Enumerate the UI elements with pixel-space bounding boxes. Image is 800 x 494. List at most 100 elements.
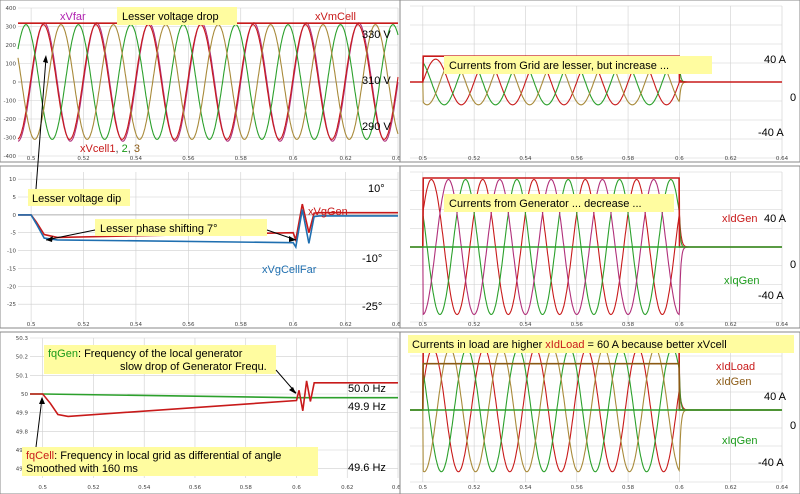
y-tick-label: -400	[4, 154, 17, 160]
panel-frequency: 0.5 0.52 0.54 0.56 0.58 0.6 0.62 0.64 50.3 50.2 5…	[0, 331, 405, 494]
arrow-fqcell	[35, 397, 43, 448]
right-label: 0	[790, 92, 796, 104]
arrow-dip	[35, 57, 47, 190]
x-tick-label: 0.62	[341, 485, 353, 491]
y-tick-label: 50	[21, 392, 28, 398]
right-label: -40 A	[758, 127, 784, 139]
series-label-xvgcellfar: xVgCellFar	[262, 264, 317, 276]
x-tick-label: 0.62	[339, 322, 351, 328]
x-tick-label: 0.58	[622, 485, 635, 491]
right-label: 0	[790, 259, 796, 271]
y-tick-labels: 10 5 0 -5 -10 -15 -20 -25	[7, 177, 16, 308]
x-tick-label: 0.5	[38, 485, 47, 491]
x-tick-label: 0.62	[339, 156, 351, 162]
x-tick-label: 0.64	[392, 322, 405, 328]
fqgen-text: : Frequency of the local generator	[78, 348, 243, 360]
xvcell3-label: 3	[134, 143, 140, 155]
y-tick-label: -300	[4, 136, 17, 142]
y-tick-label: 50.2	[16, 355, 28, 361]
x-tick-label: 0.56	[182, 322, 195, 328]
x-tick-label: 0.6	[292, 485, 301, 491]
x-tick-labels: 0.5 0.52 0.54 0.56 0.58 0.6 0.62 0.64	[418, 156, 788, 162]
y-tick-label: 0	[13, 80, 17, 86]
right-label: 50.0 Hz	[348, 383, 386, 395]
arrowhead-icon	[39, 397, 45, 404]
y-tick-label: -5	[11, 231, 17, 237]
y-tick-label: 50.3	[16, 336, 29, 342]
y-tick-label: -20	[7, 284, 16, 290]
plot-area	[30, 380, 398, 418]
x-tick-label: 0.5	[418, 485, 427, 491]
panel-title: Lesser voltage drop	[122, 11, 219, 23]
y-tick-label: -100	[4, 99, 17, 105]
panel-angles: 0.5 0.52 0.54 0.56 0.58 0.6 0.62 0.64 1050-5-10…	[0, 55, 405, 329]
x-tick-label: 0.52	[468, 485, 480, 491]
series-label-xidgen: xIdGen	[716, 376, 751, 388]
series-3	[17, 24, 399, 140]
x-tick-label: 0.5	[418, 156, 427, 162]
panel-title: Currents from Generator ... decrease ...	[449, 198, 642, 210]
right-label: 40 A	[764, 213, 787, 225]
x-tick-label: 0.56	[182, 156, 195, 162]
title-part-b: xIdLoad	[545, 339, 584, 351]
x-tick-labels: 0.5 0.52 0.54 0.56 0.58 0.6 0.62 0.64	[27, 156, 405, 162]
x-tick-label: 0.58	[235, 156, 248, 162]
x-tick-label: 0.54	[138, 485, 151, 491]
y-tick-label: 50.1	[16, 373, 28, 379]
x-tick-label: 0.64	[776, 322, 789, 328]
x-tick-label: 0.6	[289, 322, 298, 328]
x-tick-label: 0.64	[392, 156, 405, 162]
right-label: 49.9 Hz	[348, 401, 386, 413]
fqgen-name: fqGen	[48, 348, 78, 360]
fqcell-name: fqCell	[26, 450, 54, 462]
x-tick-label: 0.58	[235, 322, 248, 328]
plot-area	[18, 203, 398, 250]
right-label: -40 A	[758, 290, 784, 302]
annotation-box	[95, 219, 267, 236]
x-tick-label: 0.54	[130, 322, 143, 328]
right-label: 10°	[368, 183, 385, 195]
x-tick-label: 0.62	[725, 485, 737, 491]
x-tick-label: 0.52	[87, 485, 99, 491]
x-tick-labels: 0.5 0.52 0.54 0.56 0.58 0.6 0.62 0.64	[418, 485, 788, 491]
y-tick-label: 49.8	[16, 429, 29, 435]
y-tick-label: 0	[13, 213, 17, 219]
plot-area	[410, 347, 782, 473]
series-xvgcellfar	[18, 209, 398, 250]
right-label: 290 V	[362, 121, 391, 133]
x-tick-label: 0.6	[675, 156, 684, 162]
series-label-xiqgen: xIqGen	[722, 435, 757, 447]
y-tick-label: 5	[13, 195, 17, 201]
fqcell-text: : Frequency in local grid as differentia…	[54, 450, 281, 462]
annotation-phase: Lesser phase shifting 7°	[100, 223, 218, 235]
annotation-box	[444, 194, 674, 212]
panel-load-currents: 0.5 0.52 0.54 0.56 0.58 0.6 0.62 0.64 Currents …	[399, 331, 800, 494]
x-tick-label: 0.52	[468, 322, 480, 328]
annotation-box	[44, 345, 276, 374]
panel-frame	[0, 165, 401, 329]
series-label-xvcell: xVcell1, 2, 3	[80, 143, 140, 155]
x-tick-label: 0.56	[571, 485, 584, 491]
x-tick-label: 0.6	[675, 322, 684, 328]
x-tick-labels: 0.5 0.52 0.54 0.56 0.58 0.6 0.62 0.64	[38, 485, 404, 491]
plot-area	[17, 22, 399, 142]
x-tick-label: 0.54	[519, 485, 532, 491]
series-2	[17, 24, 399, 140]
arrowhead-icon	[43, 55, 48, 63]
annotation-fqgen: fqGen: Frequency of the local generator	[48, 348, 243, 360]
arrowhead-icon	[289, 387, 296, 394]
x-tick-labels: 0.5 0.52 0.54 0.56 0.58 0.6 0.62 0.64	[418, 322, 788, 328]
x-tick-label: 0.5	[27, 322, 36, 328]
series-label-xiqgen: xIqGen	[724, 275, 759, 287]
x-tick-label: 0.58	[240, 485, 253, 491]
right-label: 330 V	[362, 29, 391, 41]
series-xvfar	[17, 22, 399, 142]
annotation-fqcell: fqCell: Frequency in local grid as diffe…	[26, 450, 281, 462]
x-tick-label: 0.6	[675, 485, 684, 491]
annotation-box	[22, 447, 318, 476]
annotation-fqgen-2: slow drop of Generator Frequ.	[120, 361, 267, 373]
x-tick-label: 0.5	[418, 322, 427, 328]
panel-voltages: 0.5 0.52 0.54 0.56 0.58 0.6 0.62 0.64 400300200…	[0, 0, 405, 163]
y-tick-label: 10	[9, 177, 16, 183]
y-tick-label: 49.9	[16, 411, 29, 417]
